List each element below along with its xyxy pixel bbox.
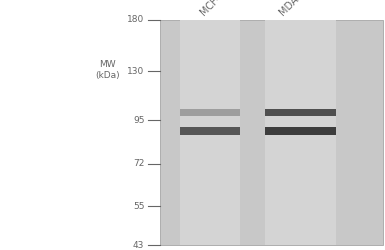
Text: 43: 43: [133, 240, 144, 250]
Text: MDA-MB-231: MDA-MB-231: [277, 0, 329, 18]
Text: 130: 130: [127, 67, 144, 76]
Text: MW
(kDa): MW (kDa): [95, 60, 120, 80]
Bar: [180, 127, 239, 135]
Bar: [265, 20, 336, 245]
Bar: [265, 127, 336, 135]
Text: 55: 55: [133, 202, 144, 211]
Text: 72: 72: [133, 160, 144, 168]
Text: 95: 95: [133, 116, 144, 125]
Text: MCF-7: MCF-7: [198, 0, 227, 18]
Bar: [180, 20, 239, 245]
Text: 180: 180: [127, 16, 144, 24]
Bar: [160, 20, 383, 245]
Bar: [265, 109, 336, 116]
Bar: [180, 109, 239, 116]
